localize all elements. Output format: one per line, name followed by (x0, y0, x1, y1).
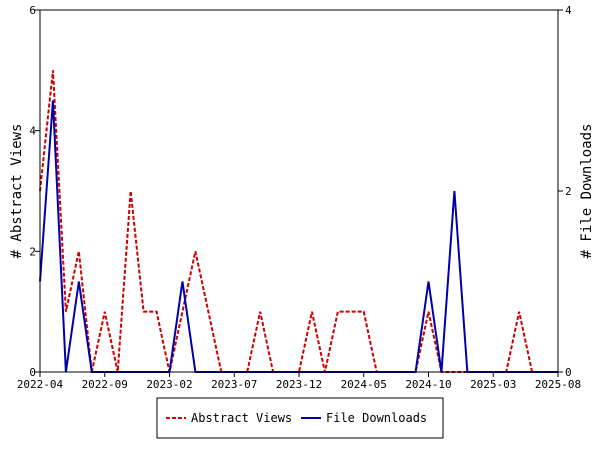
series (39, 70, 558, 373)
y-tick-label: 2 (29, 245, 36, 258)
ticks (35, 9, 563, 377)
y2-tick-label: 4 (565, 4, 572, 17)
x-tick-label: 2022-09 (82, 378, 128, 391)
x-tick-label: 2023-02 (146, 378, 192, 391)
x-tick-label: 2025-03 (470, 378, 516, 391)
plot-frame (39, 9, 559, 373)
series-line-abstract-views (39, 70, 558, 373)
x-tick-label: 2022-04 (17, 378, 64, 391)
y-tick-label: 4 (29, 125, 36, 138)
legend-label-abstract-views: Abstract Views (191, 411, 292, 425)
tick-labels: 2022-04 2022-09 2023-02 2023-07 2023-12 2024-… (17, 4, 581, 391)
x-tick-label: 2024-10 (405, 378, 451, 391)
legend-box (156, 397, 444, 439)
x-tick-label: 2024-05 (341, 378, 387, 391)
legend-label-file-downloads: File Downloads (326, 411, 427, 425)
y2-axis-title: # File Downloads (579, 124, 595, 259)
x-tick-label: 2023-07 (211, 378, 257, 391)
y-tick-label: 6 (29, 4, 36, 17)
x-tick-label: 2023-12 (276, 378, 322, 391)
y2-tick-label: 0 (565, 366, 572, 379)
y-axis-title: # Abstract Views (9, 124, 25, 259)
y-tick-label: 0 (29, 366, 36, 379)
series-line-file-downloads (39, 100, 558, 373)
y2-tick-label: 2 (565, 185, 572, 198)
x-tick-label: 2025-08 (535, 378, 581, 391)
legend: Abstract Views File Downloads (156, 397, 444, 439)
